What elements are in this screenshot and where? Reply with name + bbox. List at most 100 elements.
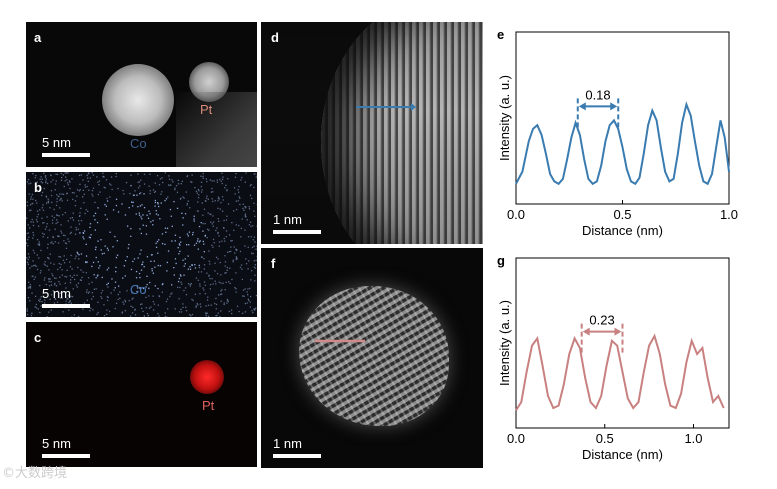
eds-count-dot <box>241 278 243 281</box>
eds-count-dot <box>64 242 67 244</box>
eds-count-dot <box>205 305 207 307</box>
eds-count-dot <box>146 214 148 216</box>
eds-count-dot <box>79 214 81 217</box>
eds-count-dot <box>35 190 37 192</box>
eds-count-dot <box>233 210 235 212</box>
eds-count-dot <box>62 193 65 195</box>
eds-count-dot <box>151 270 153 272</box>
eds-count-dot <box>226 269 228 271</box>
eds-count-dot <box>65 242 68 245</box>
eds-count-dot <box>63 291 65 293</box>
eds-count-dot <box>161 191 163 193</box>
eds-count-dot <box>122 301 124 303</box>
eds-count-dot <box>148 287 150 289</box>
eds-count-dot <box>76 195 78 197</box>
eds-count-dot <box>242 207 244 210</box>
eds-count-dot <box>166 298 169 300</box>
eds-count-dot <box>208 274 210 276</box>
eds-count-dot <box>140 192 142 194</box>
eds-count-dot <box>32 237 34 239</box>
eds-count-dot <box>56 214 58 216</box>
eds-count-dot <box>182 196 184 198</box>
eds-count-dot <box>39 209 41 211</box>
eds-count-dot <box>94 229 96 231</box>
eds-count-dot <box>110 176 113 178</box>
eds-count-dot <box>157 252 159 254</box>
eds-count-dot <box>26 242 28 244</box>
eds-count-dot <box>103 176 105 178</box>
eds-count-dot <box>205 197 208 199</box>
eds-count-dot <box>91 292 93 294</box>
eds-count-dot <box>49 253 51 255</box>
eds-count-dot <box>239 203 241 206</box>
eds-count-dot <box>238 196 240 198</box>
eds-count-dot <box>78 223 81 225</box>
eds-count-dot <box>208 229 210 231</box>
eds-count-dot <box>194 267 197 269</box>
eds-count-dot <box>107 286 109 288</box>
eds-count-dot <box>195 277 198 279</box>
eds-count-dot <box>116 254 119 256</box>
scale-text-a: 5 nm <box>42 135 71 150</box>
eds-count-dot <box>57 268 59 271</box>
eds-count-dot <box>117 293 119 296</box>
eds-count-dot <box>106 200 109 202</box>
eds-count-dot <box>132 205 134 207</box>
eds-count-dot <box>47 198 49 200</box>
eds-count-dot <box>209 179 211 181</box>
eds-count-dot <box>174 308 176 310</box>
eds-count-dot <box>52 179 54 181</box>
eds-count-dot <box>185 191 187 193</box>
eds-count-dot <box>185 294 188 296</box>
eds-count-dot <box>255 295 257 297</box>
eds-count-dot <box>51 222 54 224</box>
eds-count-dot <box>221 172 223 174</box>
eds-count-dot <box>106 283 108 286</box>
eds-count-dot <box>75 255 77 257</box>
eds-count-dot <box>183 265 185 267</box>
eds-count-dot <box>36 210 39 212</box>
eds-count-dot <box>190 181 192 183</box>
eds-count-dot <box>204 234 207 236</box>
eds-count-dot <box>45 181 47 184</box>
eds-count-dot <box>181 212 183 214</box>
eds-count-dot <box>66 199 69 201</box>
eds-count-dot <box>27 238 29 241</box>
eds-count-dot <box>183 289 185 292</box>
eds-count-dot <box>124 260 127 262</box>
x-axis-label: Distance (nm) <box>582 223 663 238</box>
eds-count-dot <box>253 210 255 212</box>
eds-count-dot <box>69 296 71 298</box>
x-tick-label: 1.0 <box>684 431 702 446</box>
eds-count-dot <box>218 235 220 237</box>
eds-count-dot <box>255 176 257 178</box>
eds-count-dot <box>69 266 72 268</box>
x-tick-label: 1.0 <box>720 207 738 222</box>
eds-count-dot <box>132 306 134 308</box>
eds-count-dot <box>40 249 42 252</box>
eds-count-dot <box>242 203 244 205</box>
eds-count-dot <box>251 310 253 312</box>
eds-count-dot <box>59 199 61 201</box>
eds-count-dot <box>234 176 237 178</box>
eds-count-dot <box>27 263 29 265</box>
eds-count-dot <box>231 312 233 315</box>
eds-count-dot <box>87 173 90 175</box>
eds-count-dot <box>221 293 223 295</box>
eds-count-dot <box>89 237 91 239</box>
eds-count-dot <box>111 278 113 280</box>
eds-count-dot <box>78 220 80 222</box>
eds-count-dot <box>100 295 102 298</box>
eds-count-dot <box>209 277 211 280</box>
eds-count-dot <box>59 193 61 195</box>
eds-count-dot <box>143 315 145 317</box>
eds-count-dot <box>71 316 73 317</box>
eds-count-dot <box>222 210 224 212</box>
eds-count-dot <box>177 183 180 185</box>
eds-count-dot <box>229 267 231 269</box>
eds-count-dot <box>182 306 184 309</box>
eds-count-dot <box>246 302 248 304</box>
eds-count-dot <box>251 270 253 272</box>
eds-count-dot <box>245 263 248 265</box>
eds-count-dot <box>130 184 132 187</box>
